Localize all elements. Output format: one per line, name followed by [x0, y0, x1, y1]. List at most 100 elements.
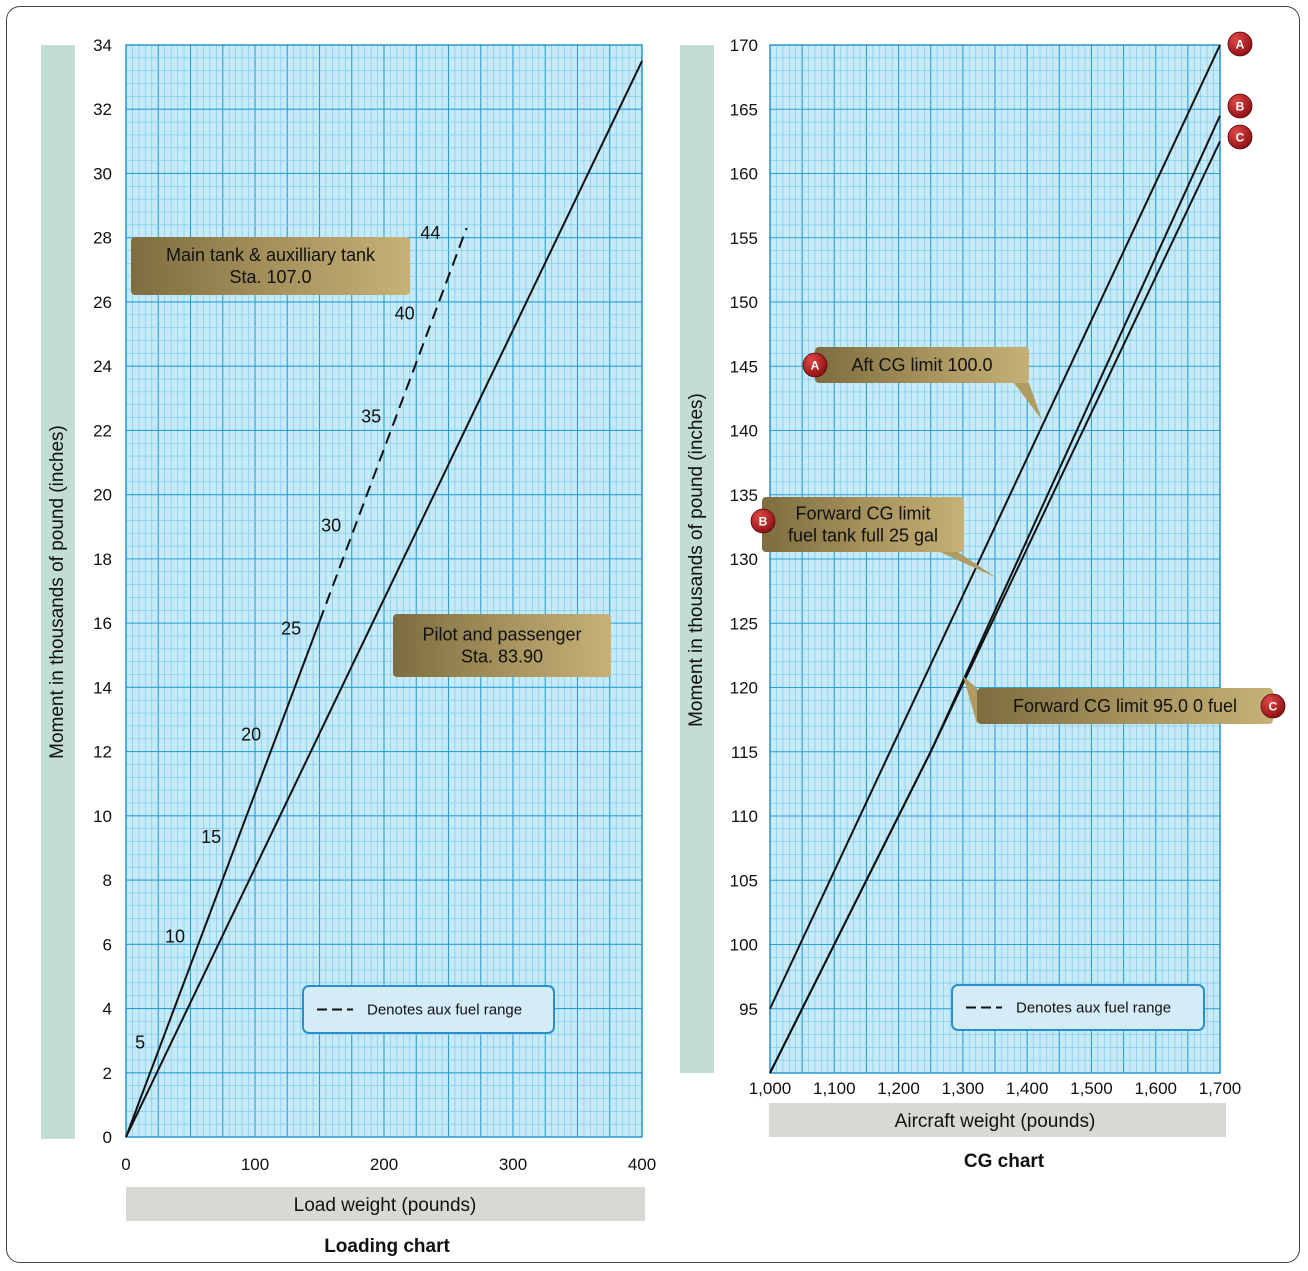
- cg-chart-y-tick-label: 150: [730, 293, 758, 312]
- loading-chart-y-tick-label: 34: [93, 36, 112, 55]
- gallon-label: 44: [420, 223, 440, 243]
- loading-chart-y-tick-label: 8: [103, 871, 112, 890]
- loading-chart-xlabel: Load weight (pounds): [294, 1195, 477, 1216]
- loading-chart-ylabel: Moment in thousands of pound (inches): [47, 425, 68, 759]
- legend-text: Denotes aux fuel range: [1016, 1000, 1171, 1017]
- gallon-label: 40: [395, 304, 415, 324]
- loading-chart-x-tick-label: 100: [241, 1155, 269, 1174]
- callout-aft-cg: Aft CG limit 100.0: [815, 347, 1042, 420]
- cg-chart-y-tick-label: 120: [730, 679, 758, 698]
- cg-chart-title: CG chart: [964, 1151, 1045, 1172]
- cg-chart-y-tick-label: 160: [730, 165, 758, 184]
- loading-chart-grid: [125, 44, 643, 1138]
- badge-circle: [1227, 124, 1253, 150]
- cg-chart-xlabel-band: [769, 1103, 1226, 1137]
- loading-chart-y-tick-label: 10: [93, 807, 112, 826]
- plot-border: [769, 44, 1221, 1074]
- cg-chart-y-tick-label: 105: [730, 871, 758, 890]
- loading-chart-y-tick-label: 4: [103, 1000, 112, 1019]
- loading-series-line: [318, 227, 468, 622]
- cg-chart-y-tick-label: 125: [730, 614, 758, 633]
- cg-chart-x-tick-label: 1,100: [813, 1079, 856, 1098]
- loading-chart-y-tick-label: 26: [93, 293, 112, 312]
- gallon-label: 15: [201, 827, 221, 847]
- badge-letter: B: [759, 515, 768, 529]
- cg-chart-legend: Denotes aux fuel range: [951, 984, 1205, 1031]
- gallon-label: 30: [321, 516, 341, 536]
- cg-chart-y-tick-label: 135: [730, 486, 758, 505]
- cg-chart-y-tick-label: 110: [731, 807, 758, 826]
- loading-chart-y-tick-label: 22: [93, 421, 112, 440]
- callout-text: Aft CG limit 100.0: [851, 355, 992, 375]
- badge-letter: B: [1236, 100, 1245, 114]
- loading-chart-ylabel-band: [41, 45, 75, 1139]
- callout-box: [977, 688, 1273, 724]
- callout-text: Sta. 107.0: [229, 267, 311, 287]
- loading-chart-title: Loading chart: [324, 1236, 450, 1257]
- callout-pointer: [963, 676, 977, 724]
- loading-chart-y-tick-label: 18: [93, 550, 112, 569]
- loading-chart-y-tick-label: 16: [93, 614, 112, 633]
- loading-chart-y-tick-label: 24: [93, 357, 112, 376]
- legend-box: [951, 984, 1205, 1031]
- callout-forward-cg-zero: Forward CG limit 95.0 0 fuel: [963, 676, 1273, 724]
- loading-chart-y-tick-label: 20: [93, 486, 112, 505]
- loading-series-line: [125, 621, 321, 1138]
- gallon-label: 5: [135, 1033, 145, 1053]
- loading-chart-x-tick-label: 300: [499, 1155, 527, 1174]
- callout-box: [762, 497, 964, 552]
- plot-border: [125, 44, 643, 1138]
- callout-pointer: [940, 552, 997, 578]
- badge-b-callout: B: [750, 508, 776, 534]
- loading-chart-x-tick-label: 200: [370, 1155, 398, 1174]
- cg-chart-y-tick-label: 170: [730, 36, 758, 55]
- loading-chart-legend: Denotes aux fuel range: [302, 985, 555, 1034]
- callout-box: [815, 347, 1029, 383]
- cg-chart-x-tick-label: 1,600: [1134, 1079, 1177, 1098]
- cg-chart-x-tick-label: 1,200: [877, 1079, 920, 1098]
- loading-chart-y-tick-label: 12: [93, 743, 112, 762]
- cg-chart-x-tick-label: 1,500: [1070, 1079, 1113, 1098]
- callout-box: [393, 614, 611, 677]
- loading-chart-y-tick-label: 6: [103, 935, 112, 954]
- callout-text: Main tank & auxilliary tank: [166, 245, 376, 265]
- callout-text: Sta. 83.90: [461, 647, 543, 667]
- badge-letter: A: [1236, 38, 1245, 52]
- badge-circle: [750, 508, 776, 534]
- cg-chart-grid: [769, 44, 1221, 1074]
- cg-chart-y-tick-label: 100: [730, 936, 758, 955]
- cg-chart-y-tick-label: 95: [739, 1000, 758, 1019]
- loading-series-line: [125, 60, 643, 1138]
- badge-a-callout: A: [802, 352, 828, 378]
- badge-letter: C: [1269, 700, 1278, 714]
- callout-pointer: [1014, 383, 1042, 420]
- legend-box: [302, 985, 555, 1034]
- badge-c-end: C: [1227, 124, 1253, 150]
- cg-chart-x-tick-label: 1,700: [1199, 1079, 1242, 1098]
- cg-chart-ylabel-band: [680, 45, 714, 1073]
- loading-chart-y-tick-label: 2: [103, 1064, 112, 1083]
- cg-chart-y-tick-label: 165: [730, 100, 758, 119]
- badge-c-callout: C: [1260, 693, 1286, 719]
- loading-chart-y-tick-label: 30: [93, 164, 112, 183]
- cg-chart-y-tick-label: 145: [730, 357, 758, 376]
- cg-chart-y-tick-label: 155: [730, 229, 758, 248]
- loading-chart-y-tick-label: 0: [103, 1128, 112, 1147]
- callout-text: fuel tank full 25 gal: [788, 526, 938, 546]
- cg-series-line: [769, 44, 1221, 1010]
- loading-chart-y-tick-label: 14: [93, 678, 112, 697]
- cg-chart-x-tick-label: 1,400: [1006, 1079, 1049, 1098]
- badge-circle: [1227, 31, 1253, 57]
- cg-chart-x-tick-label: 1,300: [942, 1079, 985, 1098]
- cg-chart-y-tick-label: 140: [730, 422, 758, 441]
- callout-text: Pilot and passenger: [422, 625, 581, 645]
- badge-circle: [802, 352, 828, 378]
- callout-text: Forward CG limit: [795, 504, 930, 524]
- gallon-label: 35: [361, 406, 381, 426]
- badge-circle: [1227, 93, 1253, 119]
